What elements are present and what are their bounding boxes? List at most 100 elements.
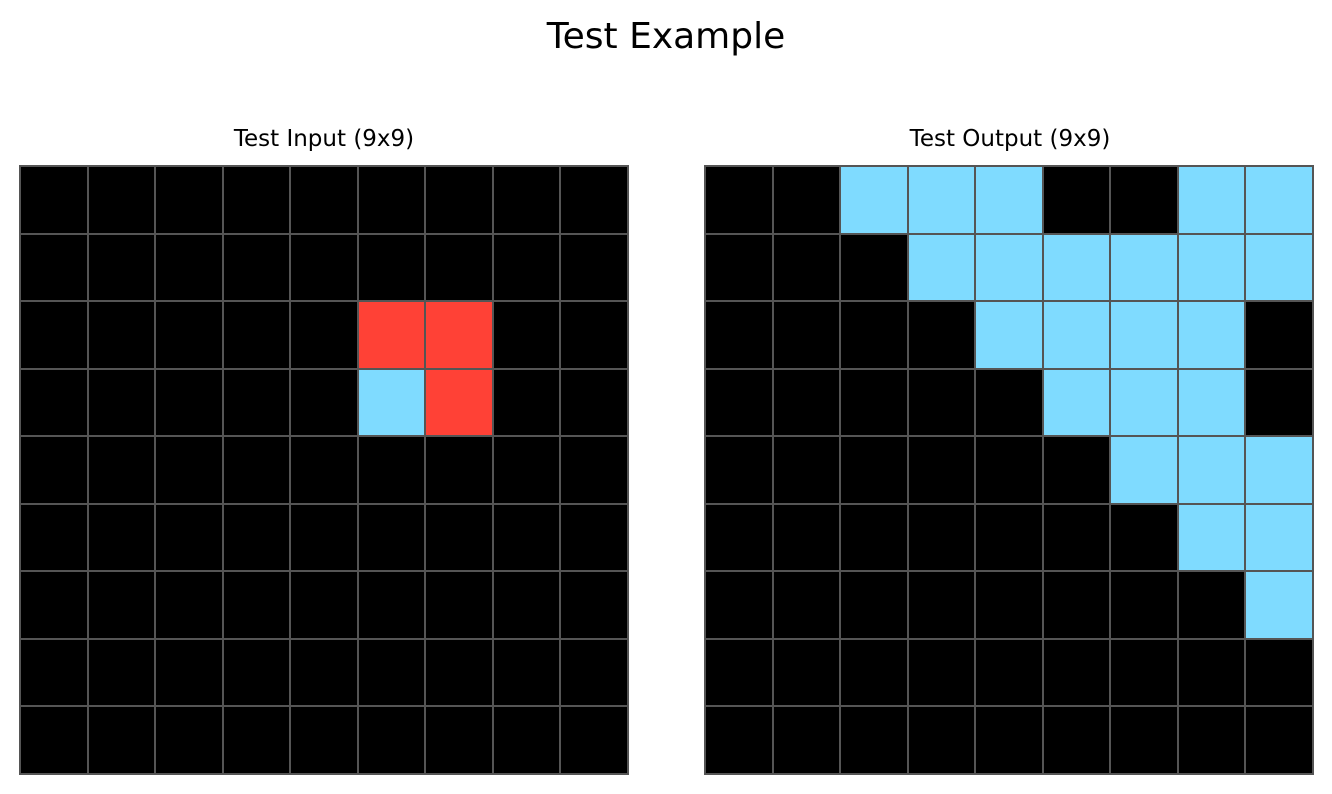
grid-cell — [706, 234, 772, 301]
grid-cell — [1178, 639, 1245, 706]
grid-cell — [1111, 437, 1177, 503]
grid-cell — [976, 504, 1042, 571]
grid-cell — [223, 639, 290, 706]
grid-cell — [358, 437, 425, 503]
grid-cell — [426, 437, 492, 503]
grid-cell — [908, 504, 975, 571]
grid-cell — [1246, 302, 1312, 368]
grid-cell — [358, 369, 425, 436]
grid-cell — [908, 302, 975, 368]
grid-cell — [1178, 707, 1245, 773]
grid-cell — [426, 234, 492, 301]
grid-cell — [1178, 302, 1245, 368]
grid-cell — [88, 369, 155, 436]
grid-cell — [706, 572, 772, 638]
input-grid — [19, 165, 629, 775]
grid-cell — [493, 707, 560, 773]
grid-cell — [291, 504, 357, 571]
grid-cell — [773, 504, 840, 571]
grid-cell — [291, 302, 357, 368]
grid-cell — [773, 437, 840, 503]
grid-cell — [21, 437, 87, 503]
grid-cell — [21, 639, 87, 706]
grid-cell — [561, 167, 627, 233]
grid-cell — [841, 504, 907, 571]
grid-cell — [358, 707, 425, 773]
grid-cell — [1246, 369, 1312, 436]
grid-cell — [561, 504, 627, 571]
grid-cell — [291, 707, 357, 773]
grid-cell — [21, 234, 87, 301]
grid-cell — [1111, 639, 1177, 706]
grid-cell — [223, 234, 290, 301]
grid-cell — [21, 302, 87, 368]
grid-cell — [1178, 234, 1245, 301]
grid-cell — [291, 167, 357, 233]
grid-cell — [841, 369, 907, 436]
grid-cell — [358, 572, 425, 638]
grid-cell — [561, 437, 627, 503]
grid-cell — [1178, 572, 1245, 638]
grid-cell — [21, 369, 87, 436]
grid-cell — [561, 302, 627, 368]
grid-cell — [493, 234, 560, 301]
grid-cell — [706, 167, 772, 233]
grid-cell — [156, 572, 222, 638]
grid-cell — [223, 707, 290, 773]
grid-cell — [223, 572, 290, 638]
grid-cell — [976, 302, 1042, 368]
grid-cell — [291, 437, 357, 503]
grid-cell — [908, 234, 975, 301]
grid-cell — [841, 302, 907, 368]
grid-cell — [1246, 437, 1312, 503]
grid-cell — [706, 504, 772, 571]
output-grid — [704, 165, 1314, 775]
grid-cell — [88, 504, 155, 571]
grid-cell — [291, 234, 357, 301]
grid-cell — [1043, 504, 1110, 571]
grid-cell — [561, 572, 627, 638]
grid-cell — [358, 167, 425, 233]
grid-cell — [841, 167, 907, 233]
grid-cell — [841, 572, 907, 638]
grid-cell — [1043, 234, 1110, 301]
grid-cell — [1043, 302, 1110, 368]
grid-cell — [493, 504, 560, 571]
grid-cell — [706, 639, 772, 706]
grid-cell — [1043, 167, 1110, 233]
grid-cell — [156, 639, 222, 706]
grid-cell — [1246, 504, 1312, 571]
grid-cell — [291, 369, 357, 436]
grid-cell — [976, 167, 1042, 233]
grid-cell — [561, 707, 627, 773]
grid-cell — [21, 572, 87, 638]
grid-cell — [426, 639, 492, 706]
grid-cell — [156, 167, 222, 233]
grid-cell — [706, 302, 772, 368]
grid-cell — [976, 639, 1042, 706]
grid-cell — [1043, 572, 1110, 638]
grid-cell — [1246, 639, 1312, 706]
grid-cell — [976, 437, 1042, 503]
grid-cell — [21, 707, 87, 773]
grid-cell — [773, 167, 840, 233]
grid-cell — [21, 504, 87, 571]
grid-cell — [1178, 504, 1245, 571]
grid-cell — [908, 167, 975, 233]
grid-cell — [21, 167, 87, 233]
grid-cell — [358, 639, 425, 706]
grid-cell — [561, 369, 627, 436]
grid-cell — [358, 504, 425, 571]
grid-cell — [1246, 167, 1312, 233]
grid-cell — [493, 572, 560, 638]
grid-cell — [291, 639, 357, 706]
grid-cell — [88, 234, 155, 301]
output-panel-title: Test Output (9x9) — [909, 126, 1111, 152]
grid-cell — [908, 707, 975, 773]
grid-cell — [841, 707, 907, 773]
grid-cell — [1111, 572, 1177, 638]
grid-cell — [156, 504, 222, 571]
grid-cell — [841, 437, 907, 503]
grid-cell — [223, 167, 290, 233]
grid-cell — [88, 167, 155, 233]
